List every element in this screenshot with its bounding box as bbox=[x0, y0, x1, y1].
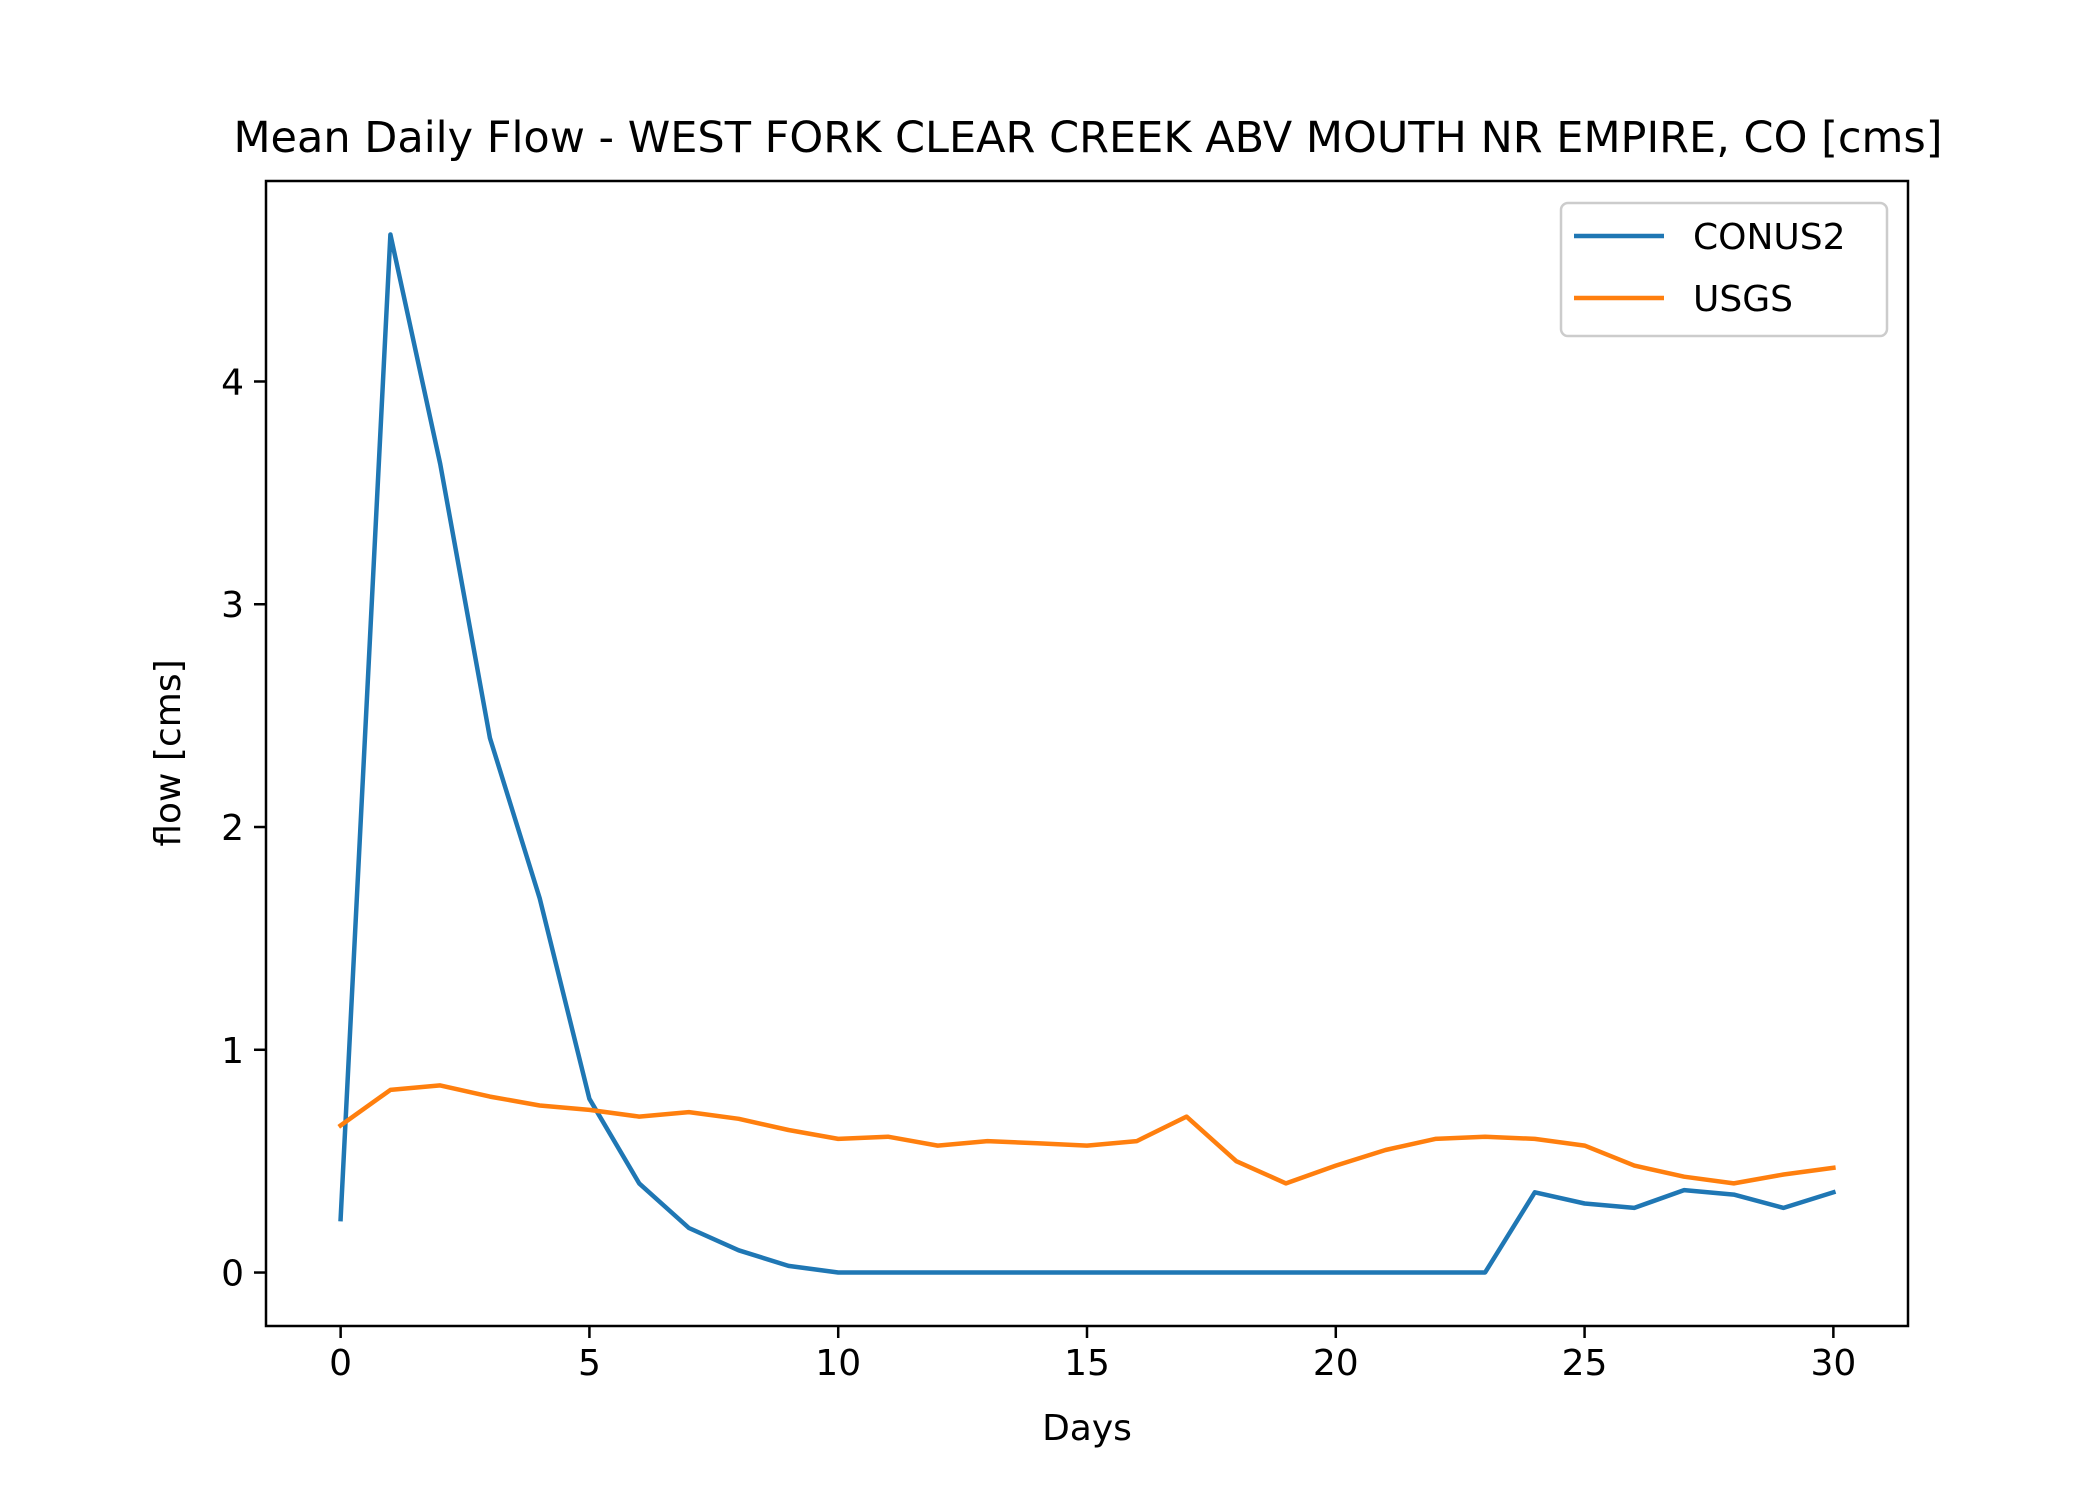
x-tick-label: 5 bbox=[578, 1343, 601, 1384]
x-tick-label: 20 bbox=[1313, 1343, 1359, 1384]
x-tick-label: 10 bbox=[815, 1343, 861, 1384]
plot-series bbox=[337, 232, 1837, 1275]
y-tick-label: 2 bbox=[221, 808, 244, 849]
x-tick-label: 30 bbox=[1810, 1343, 1856, 1384]
x-tick-label: 25 bbox=[1562, 1343, 1608, 1384]
x-axis-label: Days bbox=[1042, 1408, 1132, 1449]
y-axis: 0 1 2 3 4 bbox=[221, 362, 266, 1295]
legend-label-conus2: CONUS2 bbox=[1693, 217, 1846, 258]
legend-label-usgs: USGS bbox=[1693, 279, 1793, 320]
y-axis-label: flow [cms] bbox=[148, 659, 189, 846]
x-axis: 0 5 10 15 20 25 30 bbox=[329, 1326, 1856, 1384]
x-tick-label: 0 bbox=[329, 1343, 352, 1384]
series-line-conus2 bbox=[338, 232, 1837, 1275]
series-line-usgs bbox=[337, 1083, 1836, 1186]
legend: CONUS2 USGS bbox=[1559, 201, 1889, 338]
x-tick-label: 15 bbox=[1064, 1343, 1110, 1384]
y-tick-label: 1 bbox=[221, 1031, 244, 1072]
y-tick-label: 4 bbox=[221, 362, 244, 403]
y-tick-label: 3 bbox=[221, 585, 244, 626]
chart-title: Mean Daily Flow - WEST FORK CLEAR CREEK … bbox=[233, 113, 1942, 163]
y-tick-label: 0 bbox=[221, 1254, 244, 1295]
